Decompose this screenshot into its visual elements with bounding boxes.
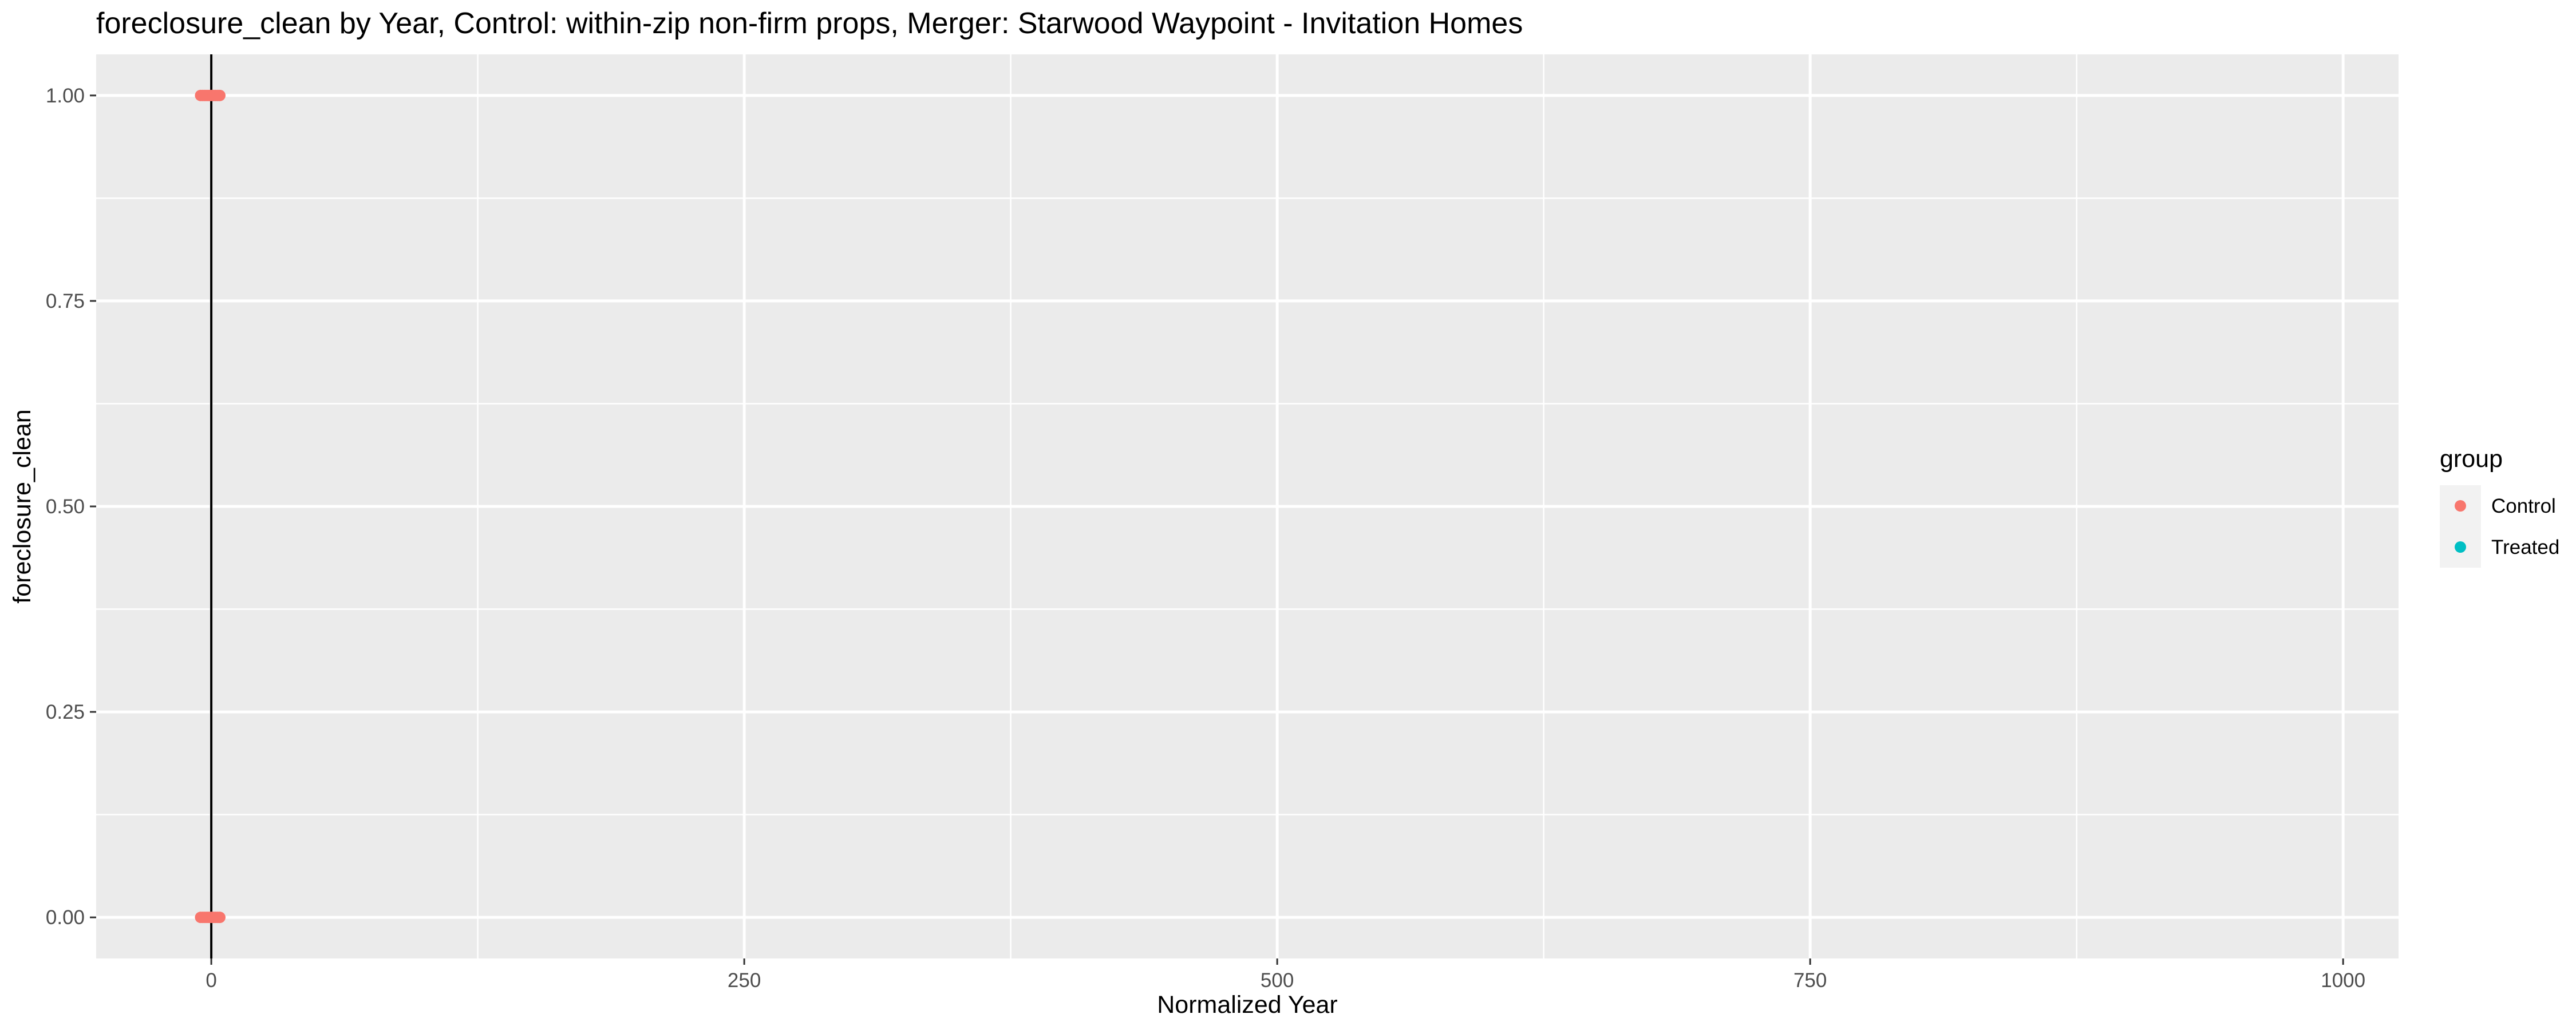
- chart-title: foreclosure_clean by Year, Control: with…: [96, 7, 1523, 40]
- y-tick-label: 0.25: [46, 701, 85, 723]
- x-tick-label: 250: [728, 969, 761, 992]
- axes: 0 250 500 750 1000 0.00 0.25 0.50 0.75 1.00: [46, 85, 2365, 992]
- y-tick-label: 1.00: [46, 85, 85, 107]
- legend-entry-control: Control: [2440, 485, 2556, 526]
- legend-label-treated: Treated: [2491, 536, 2559, 558]
- y-tick-label: 0.00: [46, 906, 85, 929]
- x-axis-title: Normalized Year: [1157, 991, 1338, 1019]
- x-tick-label: 750: [1793, 969, 1827, 992]
- data-points: [195, 89, 226, 924]
- x-tick-label: 1000: [2321, 969, 2365, 992]
- legend-key-treated: [2455, 541, 2466, 553]
- x-tick-label: 500: [1261, 969, 1294, 992]
- legend-entry-treated: Treated: [2440, 526, 2559, 568]
- data-point-control: [214, 912, 226, 924]
- legend-entries: Control Treated: [2440, 485, 2559, 568]
- data-point-control: [214, 89, 226, 101]
- y-axis-title: foreclosure_clean: [9, 409, 36, 603]
- y-tick-label: 0.75: [46, 290, 85, 312]
- legend: group Control Treated: [2440, 445, 2559, 568]
- legend-label-control: Control: [2491, 495, 2556, 517]
- legend-title: group: [2440, 445, 2503, 473]
- legend-key-control: [2455, 500, 2466, 512]
- x-tick-label: 0: [206, 969, 216, 992]
- y-tick-label: 0.50: [46, 496, 85, 518]
